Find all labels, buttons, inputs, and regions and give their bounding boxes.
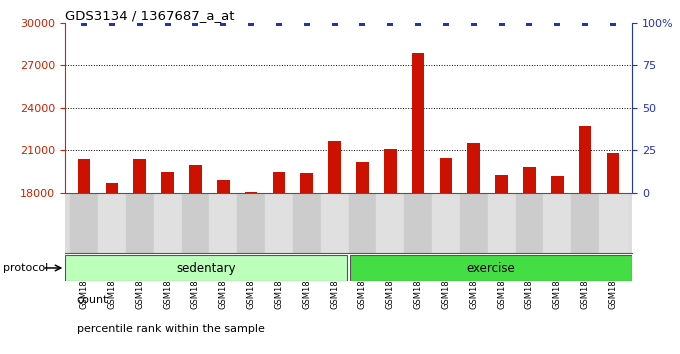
Bar <box>70 193 98 253</box>
Bar <box>348 193 376 253</box>
Text: sedentary: sedentary <box>177 262 237 275</box>
Bar <box>78 159 90 354</box>
Bar <box>384 149 396 354</box>
FancyBboxPatch shape <box>65 255 347 281</box>
Text: exercise: exercise <box>466 262 515 275</box>
Bar <box>467 143 480 354</box>
Bar <box>321 193 348 253</box>
Bar <box>404 193 432 253</box>
Bar <box>515 193 543 253</box>
Bar <box>488 193 515 253</box>
Bar <box>105 183 118 354</box>
Bar <box>217 180 230 354</box>
Bar <box>460 193 488 253</box>
Bar <box>301 173 313 354</box>
FancyBboxPatch shape <box>350 255 632 281</box>
Bar <box>579 126 592 354</box>
Bar <box>551 176 564 354</box>
Bar <box>126 193 154 253</box>
Bar <box>376 193 404 253</box>
Bar <box>293 193 321 253</box>
Bar <box>98 193 126 253</box>
Bar <box>440 158 452 354</box>
Bar <box>571 193 599 253</box>
Text: protocol: protocol <box>3 263 49 273</box>
Text: percentile rank within the sample: percentile rank within the sample <box>77 324 265 333</box>
Bar <box>273 172 285 354</box>
Bar <box>237 193 265 253</box>
Bar <box>523 167 536 354</box>
Bar <box>189 165 202 354</box>
Bar <box>182 193 209 253</box>
Bar <box>154 193 182 253</box>
Bar <box>543 193 571 253</box>
Bar <box>356 162 369 354</box>
Bar <box>133 159 146 354</box>
Bar <box>245 192 257 354</box>
Bar <box>209 193 237 253</box>
Bar <box>265 193 293 253</box>
Bar <box>161 172 174 354</box>
Bar <box>607 153 619 354</box>
Bar <box>328 141 341 354</box>
Text: count: count <box>77 295 108 305</box>
Bar <box>599 193 627 253</box>
Bar <box>412 53 424 354</box>
Text: GDS3134 / 1367687_a_at: GDS3134 / 1367687_a_at <box>65 9 234 22</box>
Bar <box>495 175 508 354</box>
Bar <box>432 193 460 253</box>
